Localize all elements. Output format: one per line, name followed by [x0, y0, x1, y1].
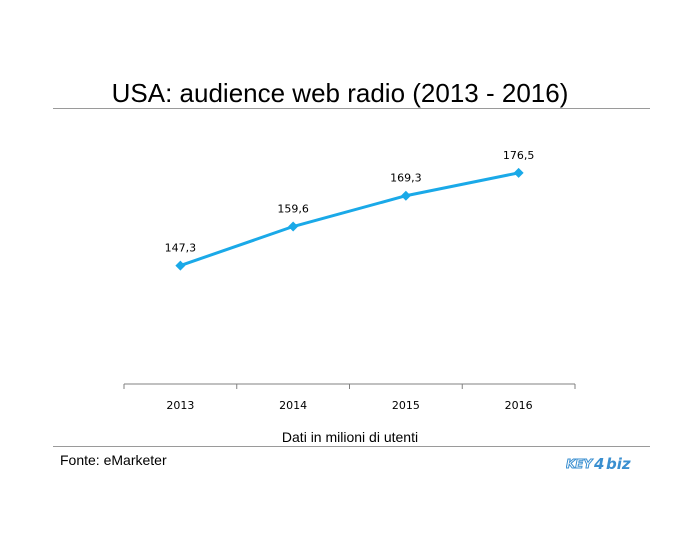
svg-text:4: 4	[593, 455, 604, 473]
svg-text:KEY: KEY	[566, 457, 593, 471]
x-tick-label: 2013	[166, 399, 194, 412]
data-label: 176,5	[503, 149, 535, 162]
data-label: 147,3	[165, 242, 197, 255]
key4biz-logo: KEY 4 biz	[566, 455, 631, 473]
x-tick-label: 2016	[505, 399, 533, 412]
chart-title: USA: audience web radio (2013 - 2016)	[111, 78, 569, 108]
x-axis-caption: Dati in milioni di utenti	[281, 429, 419, 445]
svg-text:biz: biz	[606, 455, 631, 473]
data-point-marker	[400, 190, 411, 201]
footer-divider	[53, 446, 650, 447]
data-point-marker	[175, 260, 186, 271]
data-point-marker	[513, 167, 524, 178]
x-tick-label: 2014	[279, 399, 307, 412]
source-note: Fonte: eMarketer	[60, 452, 167, 468]
x-tick-label: 2015	[392, 399, 420, 412]
series-line	[179, 171, 519, 267]
data-label: 169,3	[390, 172, 422, 185]
data-label: 159,6	[277, 203, 309, 216]
data-point-marker	[288, 221, 299, 232]
title-divider	[53, 108, 650, 109]
